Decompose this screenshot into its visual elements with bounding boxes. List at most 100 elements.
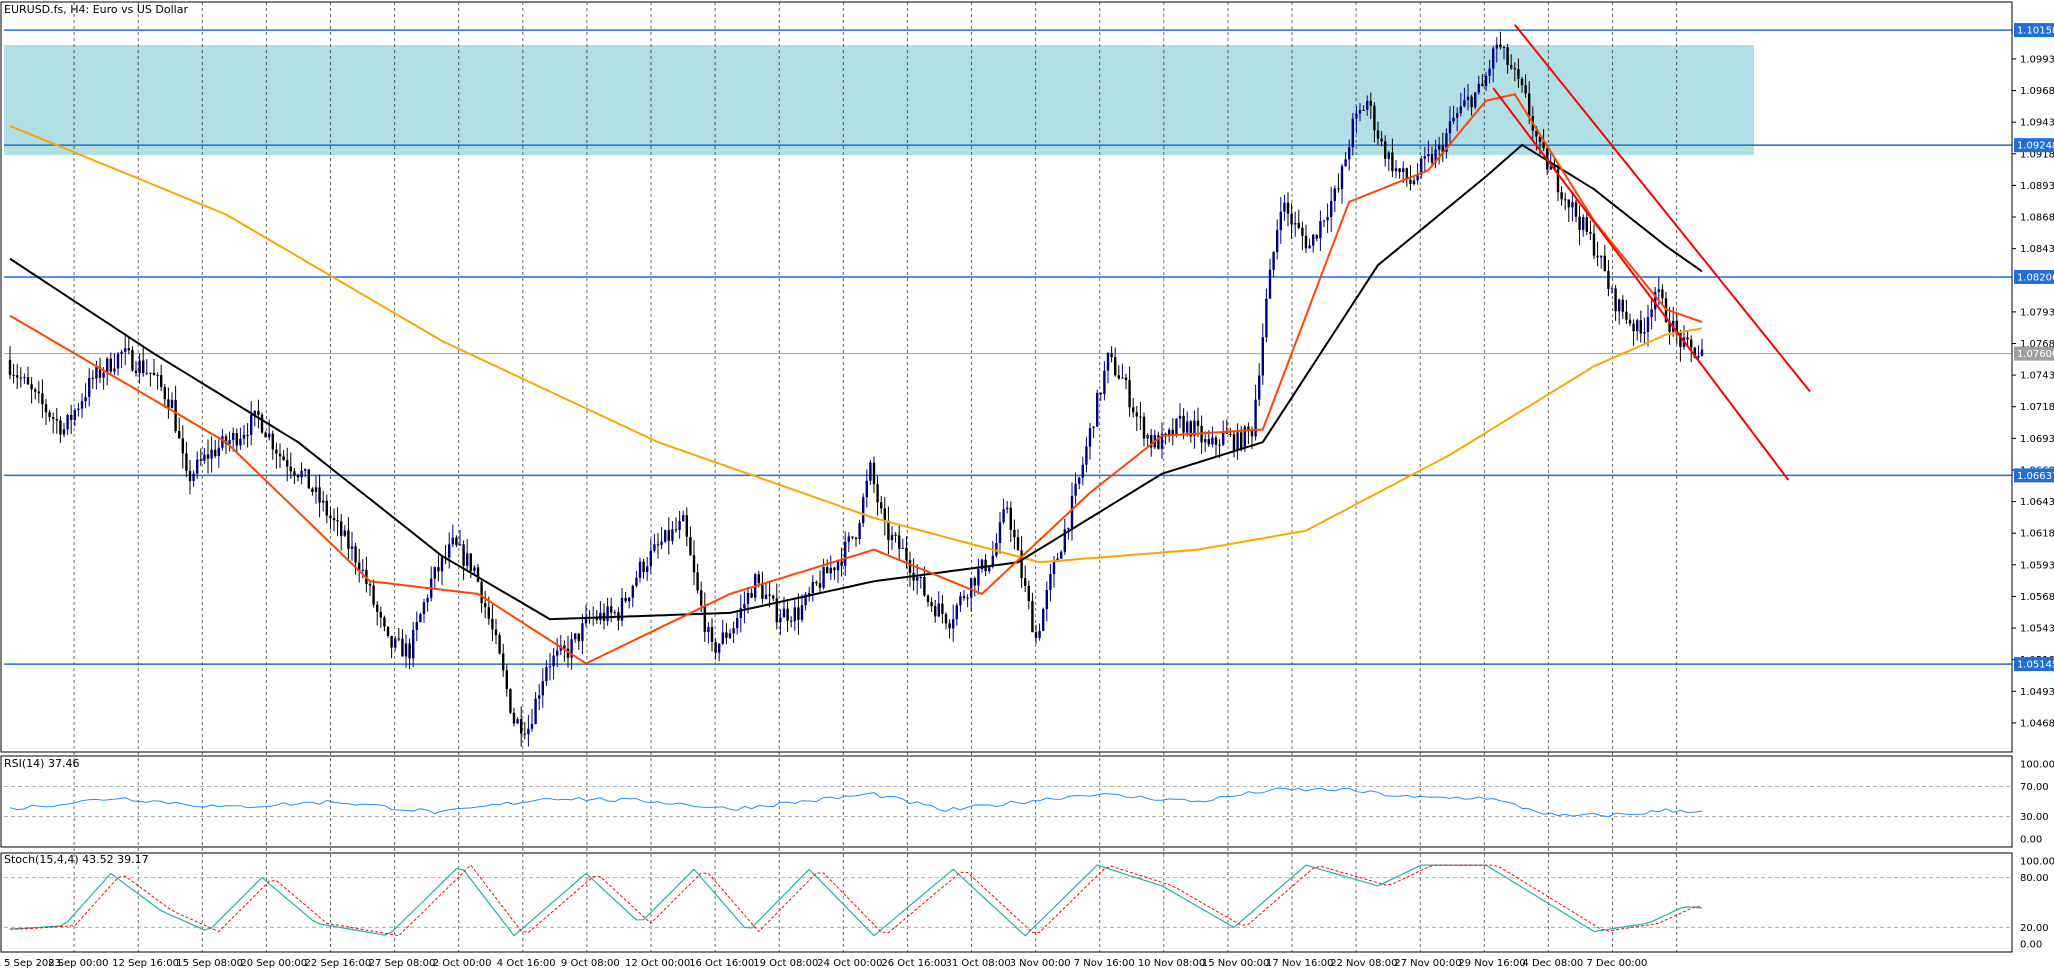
candle-body [185,453,188,471]
candle-body [1297,222,1300,228]
candle-body [1549,166,1552,170]
candle-body [322,500,325,503]
candle-body [991,555,994,567]
candle-body [1225,431,1228,434]
candle-body [858,523,861,539]
price-tick-label: 1.06930 [2020,434,2054,445]
candle-body [1139,416,1142,418]
candle-body [206,454,210,459]
candle-body [293,471,296,476]
ma-slow-line [9,124,1703,564]
price-tick-label: 1.06430 [2020,497,2054,508]
time-label: 8 Sep 00:00 [48,958,108,969]
candle-body [1114,357,1117,376]
candle-body [1690,339,1693,348]
price-tick-label: 1.07680 [2020,339,2054,350]
candle-body [779,617,782,623]
candle-body [556,650,559,656]
candle-body [368,583,372,586]
time-label: 22 Nov 08:00 [1330,958,1397,969]
candle-body [1301,227,1304,236]
candle-body [628,597,631,602]
candle-body [210,449,213,459]
candle-body [822,567,825,588]
candle-body [635,577,638,586]
candle-body [624,597,627,602]
candle-body [250,414,253,435]
candle-body [52,417,55,420]
candle-body [1070,495,1074,529]
candle-body [196,459,199,474]
candle-body [1380,138,1383,142]
stoch-label: Stoch(15,4,4) 43.52 39.17 [4,853,149,866]
candle-body [1146,435,1149,439]
candle-body [473,567,476,571]
candle-body [1319,221,1322,239]
candle-body [574,633,577,640]
candle-body [70,414,73,420]
candle-body [232,432,235,441]
candle-body [1150,435,1153,448]
candle-body [1693,347,1696,358]
time-label: 24 Oct 00:00 [817,958,882,969]
candle-body [610,606,613,613]
price-tag [2014,269,2054,284]
candle-body [412,630,415,659]
candle-body [408,643,411,659]
rsi-tick-label: 30.00 [2020,812,2049,823]
candle-body [894,534,897,536]
candle-body [851,536,854,538]
candle-body [772,595,775,599]
candle-body [174,399,177,432]
candle-body [1009,507,1012,530]
candle-body [1196,420,1200,426]
candle-body [318,487,321,503]
candle-body [271,433,274,450]
candle-body [44,404,48,413]
candle-body [401,638,404,657]
candle-body [1560,192,1563,200]
candle-body [923,577,926,596]
candle-body [581,623,584,642]
candle-body [930,602,933,607]
candle-body [732,628,735,634]
candle-body [689,536,692,556]
candle-body [1182,415,1185,433]
time-label: 26 Oct 16:00 [881,958,946,969]
candle-body [1585,217,1588,232]
candle-body [818,583,822,588]
candle-body [394,638,397,648]
candle-body [800,605,804,620]
candle-body [1646,317,1650,333]
candle-body [1582,217,1585,230]
candle-body [1283,202,1286,212]
candle-body [1448,121,1452,134]
candle-body [523,733,526,735]
candle-body [1499,44,1502,48]
price-tick-label: 1.05430 [2020,624,2054,635]
candle-body [1409,179,1412,184]
candle-body [347,530,350,549]
candle-body [1243,426,1246,449]
candle-body [1142,416,1146,439]
candle-body [595,617,598,620]
candle-body [354,546,357,563]
candle-body [1178,415,1182,419]
candle-body [415,622,418,631]
candle-body [484,603,487,608]
candle-body [160,375,163,388]
price-tick-label: 1.04930 [2020,687,2054,698]
candle-body [955,605,958,620]
candle-body [1358,109,1362,114]
candle-body [1326,217,1329,221]
candle-body [1459,106,1462,114]
candle-body [980,559,984,570]
candle-body [1668,321,1671,332]
candle-body [1160,433,1164,449]
candle-body [1355,113,1358,119]
candle-body [631,585,634,598]
stoch-tick-label: 80.00 [2020,873,2049,884]
time-label: 10 Nov 08:00 [1138,958,1205,969]
price-tag [2014,346,2054,361]
candle-body [736,618,739,629]
